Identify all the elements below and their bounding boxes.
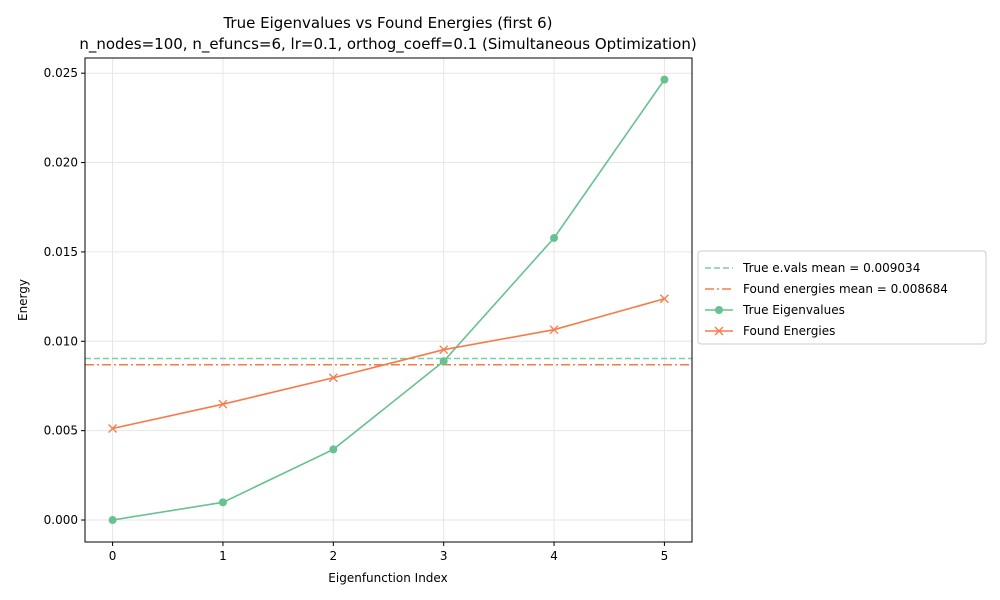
data-point (328, 373, 338, 383)
data-point (108, 424, 118, 433)
x-tick-label: 2 (329, 549, 337, 563)
legend-entry: True e.vals mean = 0.009034 (742, 261, 920, 275)
legend-box (697, 250, 987, 345)
series-line (112, 297, 665, 430)
legend-entry: True Eigenvalues (742, 303, 845, 317)
marker-stroke (108, 424, 118, 433)
x-tick-label: 1 (219, 549, 227, 563)
legend-marker (715, 306, 723, 314)
data-series (108, 75, 669, 525)
y-tick-label: 0.020 (44, 156, 78, 170)
marker-stroke (439, 345, 449, 355)
data-point (218, 399, 228, 409)
marker-stroke (549, 325, 559, 335)
legend: True e.vals mean = 0.009034 Found energie… (697, 250, 987, 345)
y-axis-label: Energy (16, 279, 30, 321)
y-tick-label: 0.010 (44, 334, 78, 348)
chart-title: True Eigenvalues vs Found Energies (firs… (222, 14, 552, 32)
data-point (439, 345, 449, 355)
legend-entry: Found energies mean = 0.008684 (743, 282, 948, 296)
data-point (329, 445, 338, 454)
x-tick-label: 4 (550, 549, 558, 563)
series-line (112, 79, 666, 521)
data-point (549, 325, 559, 335)
y-axis-ticks: 0.000 0.005 0.010 0.015 0.020 0.025 (44, 66, 85, 527)
y-tick-label: 0.025 (44, 66, 78, 80)
x-tick-label: 3 (440, 549, 448, 563)
marker-stroke (328, 373, 338, 383)
y-tick-label: 0.015 (44, 245, 78, 259)
grid (85, 58, 692, 542)
data-point (659, 294, 669, 304)
data-point (218, 498, 227, 507)
marker-stroke (714, 326, 724, 336)
marker-stroke (659, 294, 669, 304)
x-tick-label: 5 (661, 549, 669, 563)
legend-entry: Found Energies (743, 324, 835, 338)
plot-frame (84, 57, 693, 543)
mean-lines (85, 357, 692, 366)
x-axis-ticks: 0 1 2 3 4 5 (109, 542, 668, 563)
legend-marker (714, 326, 724, 336)
marker-stroke (218, 399, 228, 409)
y-tick-label: 0.005 (44, 424, 78, 438)
x-axis-label: Eigenfunction Index (328, 571, 447, 585)
data-point (439, 357, 448, 366)
y-tick-label: 0.000 (44, 513, 78, 527)
chart-subtitle: n_nodes=100, n_efuncs=6, lr=0.1, orthog_… (79, 35, 696, 54)
data-point (660, 75, 669, 84)
x-tick-label: 0 (109, 549, 117, 563)
data-point (108, 516, 117, 525)
data-point (550, 233, 559, 242)
